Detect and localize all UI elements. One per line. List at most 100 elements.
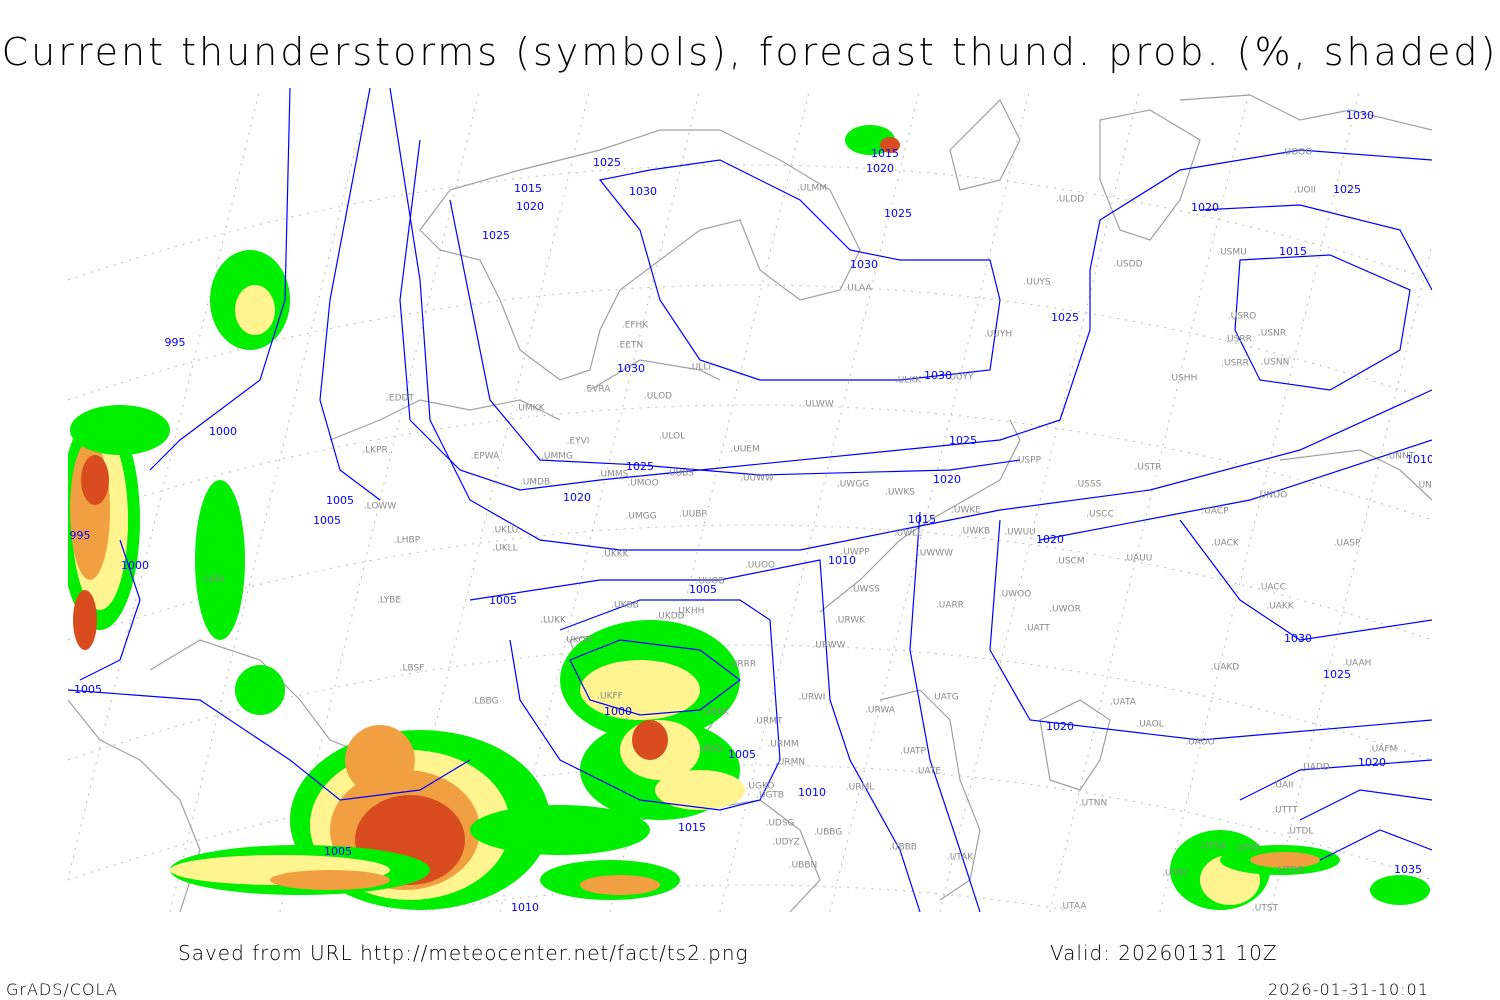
isobar-label: 1025	[482, 229, 510, 242]
station-label: .UUEM	[730, 445, 760, 455]
isobar-line	[1179, 519, 1432, 641]
probability-area	[470, 805, 650, 855]
isobar-line	[399, 139, 1432, 491]
station-label: .USNN	[1261, 358, 1290, 368]
isobar-label: 1030	[1284, 632, 1312, 645]
station-label: .UBBB	[889, 843, 917, 853]
station-label: .UNNT	[1386, 452, 1415, 462]
probability-area	[235, 665, 285, 715]
station-label: .LIRA	[202, 575, 225, 585]
station-label: .UTDL	[1287, 827, 1314, 837]
isobar-line	[79, 539, 141, 681]
station-label: .UTSA	[1200, 842, 1228, 852]
station-label: .UAFM	[1369, 745, 1398, 755]
station-label: .LYBE	[377, 596, 401, 606]
isobar-line	[319, 88, 381, 501]
station-label: .ULWW	[802, 400, 834, 410]
coastline	[879, 689, 981, 901]
station-label: .UWOO	[999, 590, 1032, 600]
station-label: .UWKS	[885, 488, 915, 498]
meridian-line	[1049, 88, 1251, 912]
isobar-line	[989, 519, 1432, 741]
station-label: .USSS	[1075, 480, 1102, 490]
station-label: .ULLI	[689, 363, 711, 373]
isobar-label: 1020	[866, 162, 894, 175]
station-label: .URRR	[728, 660, 756, 670]
parallel-line	[68, 284, 1432, 401]
coastline	[949, 98, 1021, 191]
station-label: .LBBG	[471, 697, 498, 707]
probability-area	[1370, 875, 1430, 905]
isobar-line	[1199, 204, 1432, 291]
station-label: .UACC	[1258, 583, 1286, 593]
isobar-label: 1030	[617, 362, 645, 375]
coastline	[68, 699, 201, 912]
meridian-line	[1269, 242, 1432, 912]
station-label: .UKHH	[676, 607, 705, 617]
station-label: .UKLU	[492, 526, 519, 536]
isobar-line	[1234, 254, 1411, 391]
station-label: .URKK	[701, 708, 730, 718]
station-label: .UWPP	[840, 548, 870, 558]
software-credit: GrADS/COLA	[6, 980, 118, 999]
source-url: Saved from URL http://meteocenter.net/fa…	[178, 941, 749, 965]
graticule	[68, 88, 1432, 912]
isobar-label: 1020	[933, 473, 961, 486]
station-label: .LKPR	[362, 446, 387, 456]
station-label: .UKKK	[601, 550, 629, 560]
isobar-label: 1020	[516, 200, 544, 213]
isobar-label: 1005	[326, 494, 354, 507]
station-label: .ULAA	[844, 284, 872, 294]
station-label: .EYVI	[567, 437, 590, 447]
station-label: .UMMG	[541, 452, 573, 462]
station-label: .UOII	[1294, 186, 1316, 196]
station-label: .UUWW	[740, 474, 774, 484]
coastline	[329, 399, 561, 441]
probability-area	[70, 405, 170, 455]
station-label: .USNR	[1258, 329, 1286, 339]
station-label: .UATE	[915, 767, 941, 777]
isobar-label: 1005	[74, 683, 102, 696]
station-label: .URWI	[799, 693, 826, 703]
station-label: .UATT	[1024, 624, 1050, 634]
station-label: .UBBN	[789, 861, 818, 871]
station-label: .UTDD	[1276, 866, 1305, 876]
coastline	[819, 419, 1021, 613]
station-label: .UKLL	[492, 544, 517, 554]
coastline	[1279, 449, 1432, 501]
probability-area	[880, 137, 900, 153]
isobar-line	[68, 689, 471, 801]
station-label: .UATG	[931, 693, 958, 703]
station-label: .ULMM	[797, 184, 827, 194]
station-label: .UACP	[1201, 507, 1229, 517]
station-label: .UTAA	[1060, 902, 1088, 912]
station-label: .UKDD	[655, 612, 684, 622]
isobar-line	[1299, 789, 1432, 821]
isobar-label: 1020	[1046, 720, 1074, 733]
station-label: .UAAH	[1343, 659, 1372, 669]
station-label: .UACK	[1211, 539, 1240, 549]
station-label: .UWKE	[951, 506, 981, 516]
station-label: .UMGG	[625, 512, 656, 522]
station-label: .UWWW	[917, 549, 953, 559]
probability-area	[580, 660, 700, 720]
station-label: .UUOO	[745, 561, 775, 571]
isobar-label: 1030	[924, 369, 952, 382]
station-label: .UOOO	[1282, 148, 1313, 158]
probability-area	[81, 455, 109, 505]
station-label: .URML	[846, 783, 874, 793]
isobar-label: 995	[165, 336, 186, 349]
station-label: .USRR	[1221, 359, 1249, 369]
isobar-label: 1000	[604, 705, 632, 718]
isobar-line	[569, 639, 741, 716]
isobar-line	[389, 88, 1432, 551]
station-label: .UKOO	[563, 636, 592, 646]
station-label: .UATA	[1110, 698, 1137, 708]
station-label: .UTAV	[1162, 869, 1189, 879]
station-label: .USPP	[1015, 456, 1042, 466]
isobar-label: 1005	[728, 748, 756, 761]
isobar-label: 1005	[689, 583, 717, 596]
station-label: .UWSS	[850, 585, 880, 595]
station-label: .UWLL	[894, 529, 922, 539]
